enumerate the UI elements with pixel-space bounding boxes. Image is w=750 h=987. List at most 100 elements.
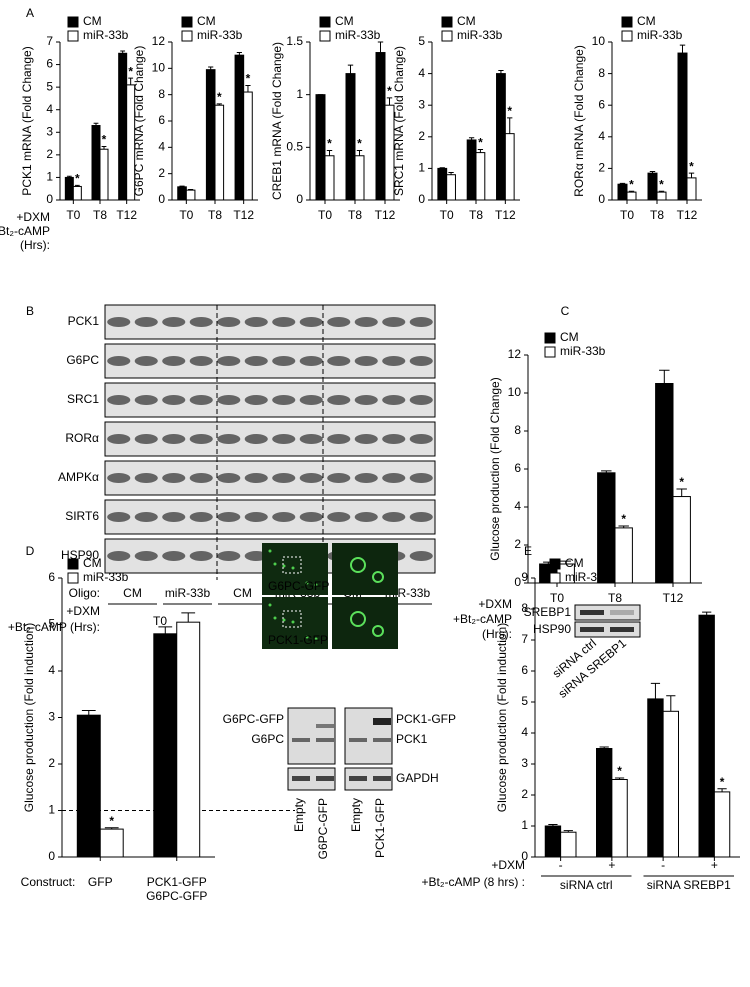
error-bar bbox=[702, 611, 712, 616]
blot-band bbox=[299, 434, 323, 444]
blot-band bbox=[327, 317, 351, 327]
cell-zoom bbox=[350, 611, 366, 627]
y-tick-label: 8 bbox=[521, 601, 528, 615]
y-tick-label: 2 bbox=[598, 161, 605, 175]
legend-swatch bbox=[67, 558, 79, 570]
cell-zoom bbox=[350, 557, 366, 573]
blot-band bbox=[272, 395, 296, 405]
significance: * bbox=[387, 84, 392, 98]
y-tick-label: 10 bbox=[592, 34, 606, 48]
bar bbox=[475, 152, 486, 201]
significance: * bbox=[617, 764, 622, 778]
row-label: (Hrs): bbox=[20, 238, 50, 252]
lane-label: Empty bbox=[292, 798, 306, 832]
bar bbox=[596, 748, 613, 858]
blot-band bbox=[162, 317, 186, 327]
y-tick-label: 2 bbox=[418, 129, 425, 143]
legend-label: miR-33b bbox=[457, 28, 503, 42]
blot-band bbox=[107, 356, 131, 366]
legend-swatch bbox=[441, 16, 453, 28]
legend-swatch bbox=[544, 346, 556, 358]
blot-band bbox=[373, 738, 391, 742]
blot-condition: +Bt₂-cAMP (Hrs): bbox=[8, 620, 100, 634]
error-bar bbox=[649, 171, 656, 174]
blot-band bbox=[354, 356, 378, 366]
bar bbox=[99, 828, 124, 858]
legend-label: miR-33b bbox=[637, 28, 683, 42]
significance: * bbox=[327, 137, 332, 151]
blot-band bbox=[299, 395, 323, 405]
error-bar bbox=[245, 84, 251, 93]
blot-band bbox=[272, 512, 296, 522]
significance: * bbox=[679, 475, 684, 489]
blot-band bbox=[272, 356, 296, 366]
error-bar bbox=[676, 488, 687, 497]
row-label: +DXM bbox=[16, 210, 50, 224]
y-tick-label: 6 bbox=[521, 663, 528, 677]
legend-swatch bbox=[319, 30, 331, 42]
oligo: CM bbox=[123, 586, 142, 600]
legend-label: CM bbox=[565, 556, 584, 570]
error-bar bbox=[688, 172, 695, 178]
blot-band bbox=[354, 473, 378, 483]
bar bbox=[375, 52, 386, 201]
bar bbox=[324, 155, 335, 201]
y-tick-label: 3 bbox=[521, 756, 528, 770]
blot-condition: +DXM bbox=[66, 604, 100, 618]
legend-swatch bbox=[621, 30, 633, 42]
blot-band bbox=[107, 434, 131, 444]
cell bbox=[305, 635, 309, 639]
blot-band bbox=[134, 434, 158, 444]
x-tick-label: + bbox=[608, 858, 615, 872]
blot-band bbox=[107, 395, 131, 405]
blot-label: PCK1 bbox=[396, 732, 428, 746]
error-bar bbox=[628, 190, 635, 193]
x-tick-label: T0 bbox=[66, 208, 80, 222]
error-bar bbox=[208, 66, 214, 70]
y-tick-label: 7 bbox=[46, 34, 53, 48]
error-bar bbox=[347, 64, 354, 74]
row-label: +Bt₂-cAMP bbox=[0, 224, 50, 238]
blot-band bbox=[217, 317, 241, 327]
error-bar bbox=[181, 612, 196, 623]
blot-band bbox=[409, 551, 433, 561]
row-label: (Hrs): bbox=[482, 627, 512, 641]
y-tick-label: 8 bbox=[598, 66, 605, 80]
y-tick-label: 1 bbox=[418, 161, 425, 175]
blot-band bbox=[373, 718, 391, 725]
blot-band bbox=[244, 395, 268, 405]
blot-strip bbox=[104, 382, 436, 418]
bar bbox=[686, 177, 697, 201]
y-tick-label: 4 bbox=[598, 129, 605, 143]
micrograph bbox=[262, 543, 328, 595]
blot-row-label: HSP90 bbox=[61, 548, 99, 562]
bar bbox=[76, 714, 101, 858]
bar bbox=[560, 831, 577, 858]
bar bbox=[437, 167, 448, 201]
y-tick-label: 12 bbox=[152, 34, 166, 48]
cell bbox=[305, 581, 309, 585]
error-bar bbox=[498, 69, 504, 74]
y-tick-label: 0 bbox=[48, 849, 55, 863]
blot-band bbox=[189, 317, 213, 327]
y-axis-label: Glucose production (Fold Change) bbox=[488, 377, 502, 560]
blot-band bbox=[409, 317, 433, 327]
legend-swatch bbox=[549, 572, 561, 584]
cell-zoom bbox=[372, 625, 384, 637]
blot-strip bbox=[104, 343, 436, 379]
y-tick-label: 3 bbox=[46, 124, 53, 138]
blot-band bbox=[189, 434, 213, 444]
error-bar bbox=[548, 823, 558, 826]
blot-band bbox=[107, 551, 131, 561]
legend-swatch bbox=[67, 572, 79, 584]
error-bar bbox=[650, 682, 661, 699]
cell bbox=[273, 616, 277, 620]
bar bbox=[466, 139, 477, 201]
cell bbox=[291, 620, 295, 624]
bar bbox=[234, 54, 245, 201]
y-axis-label: Glucose production (Fold induction) bbox=[495, 623, 509, 812]
bar bbox=[713, 791, 731, 858]
blot-band bbox=[327, 395, 351, 405]
micrograph-zoom bbox=[332, 597, 398, 649]
